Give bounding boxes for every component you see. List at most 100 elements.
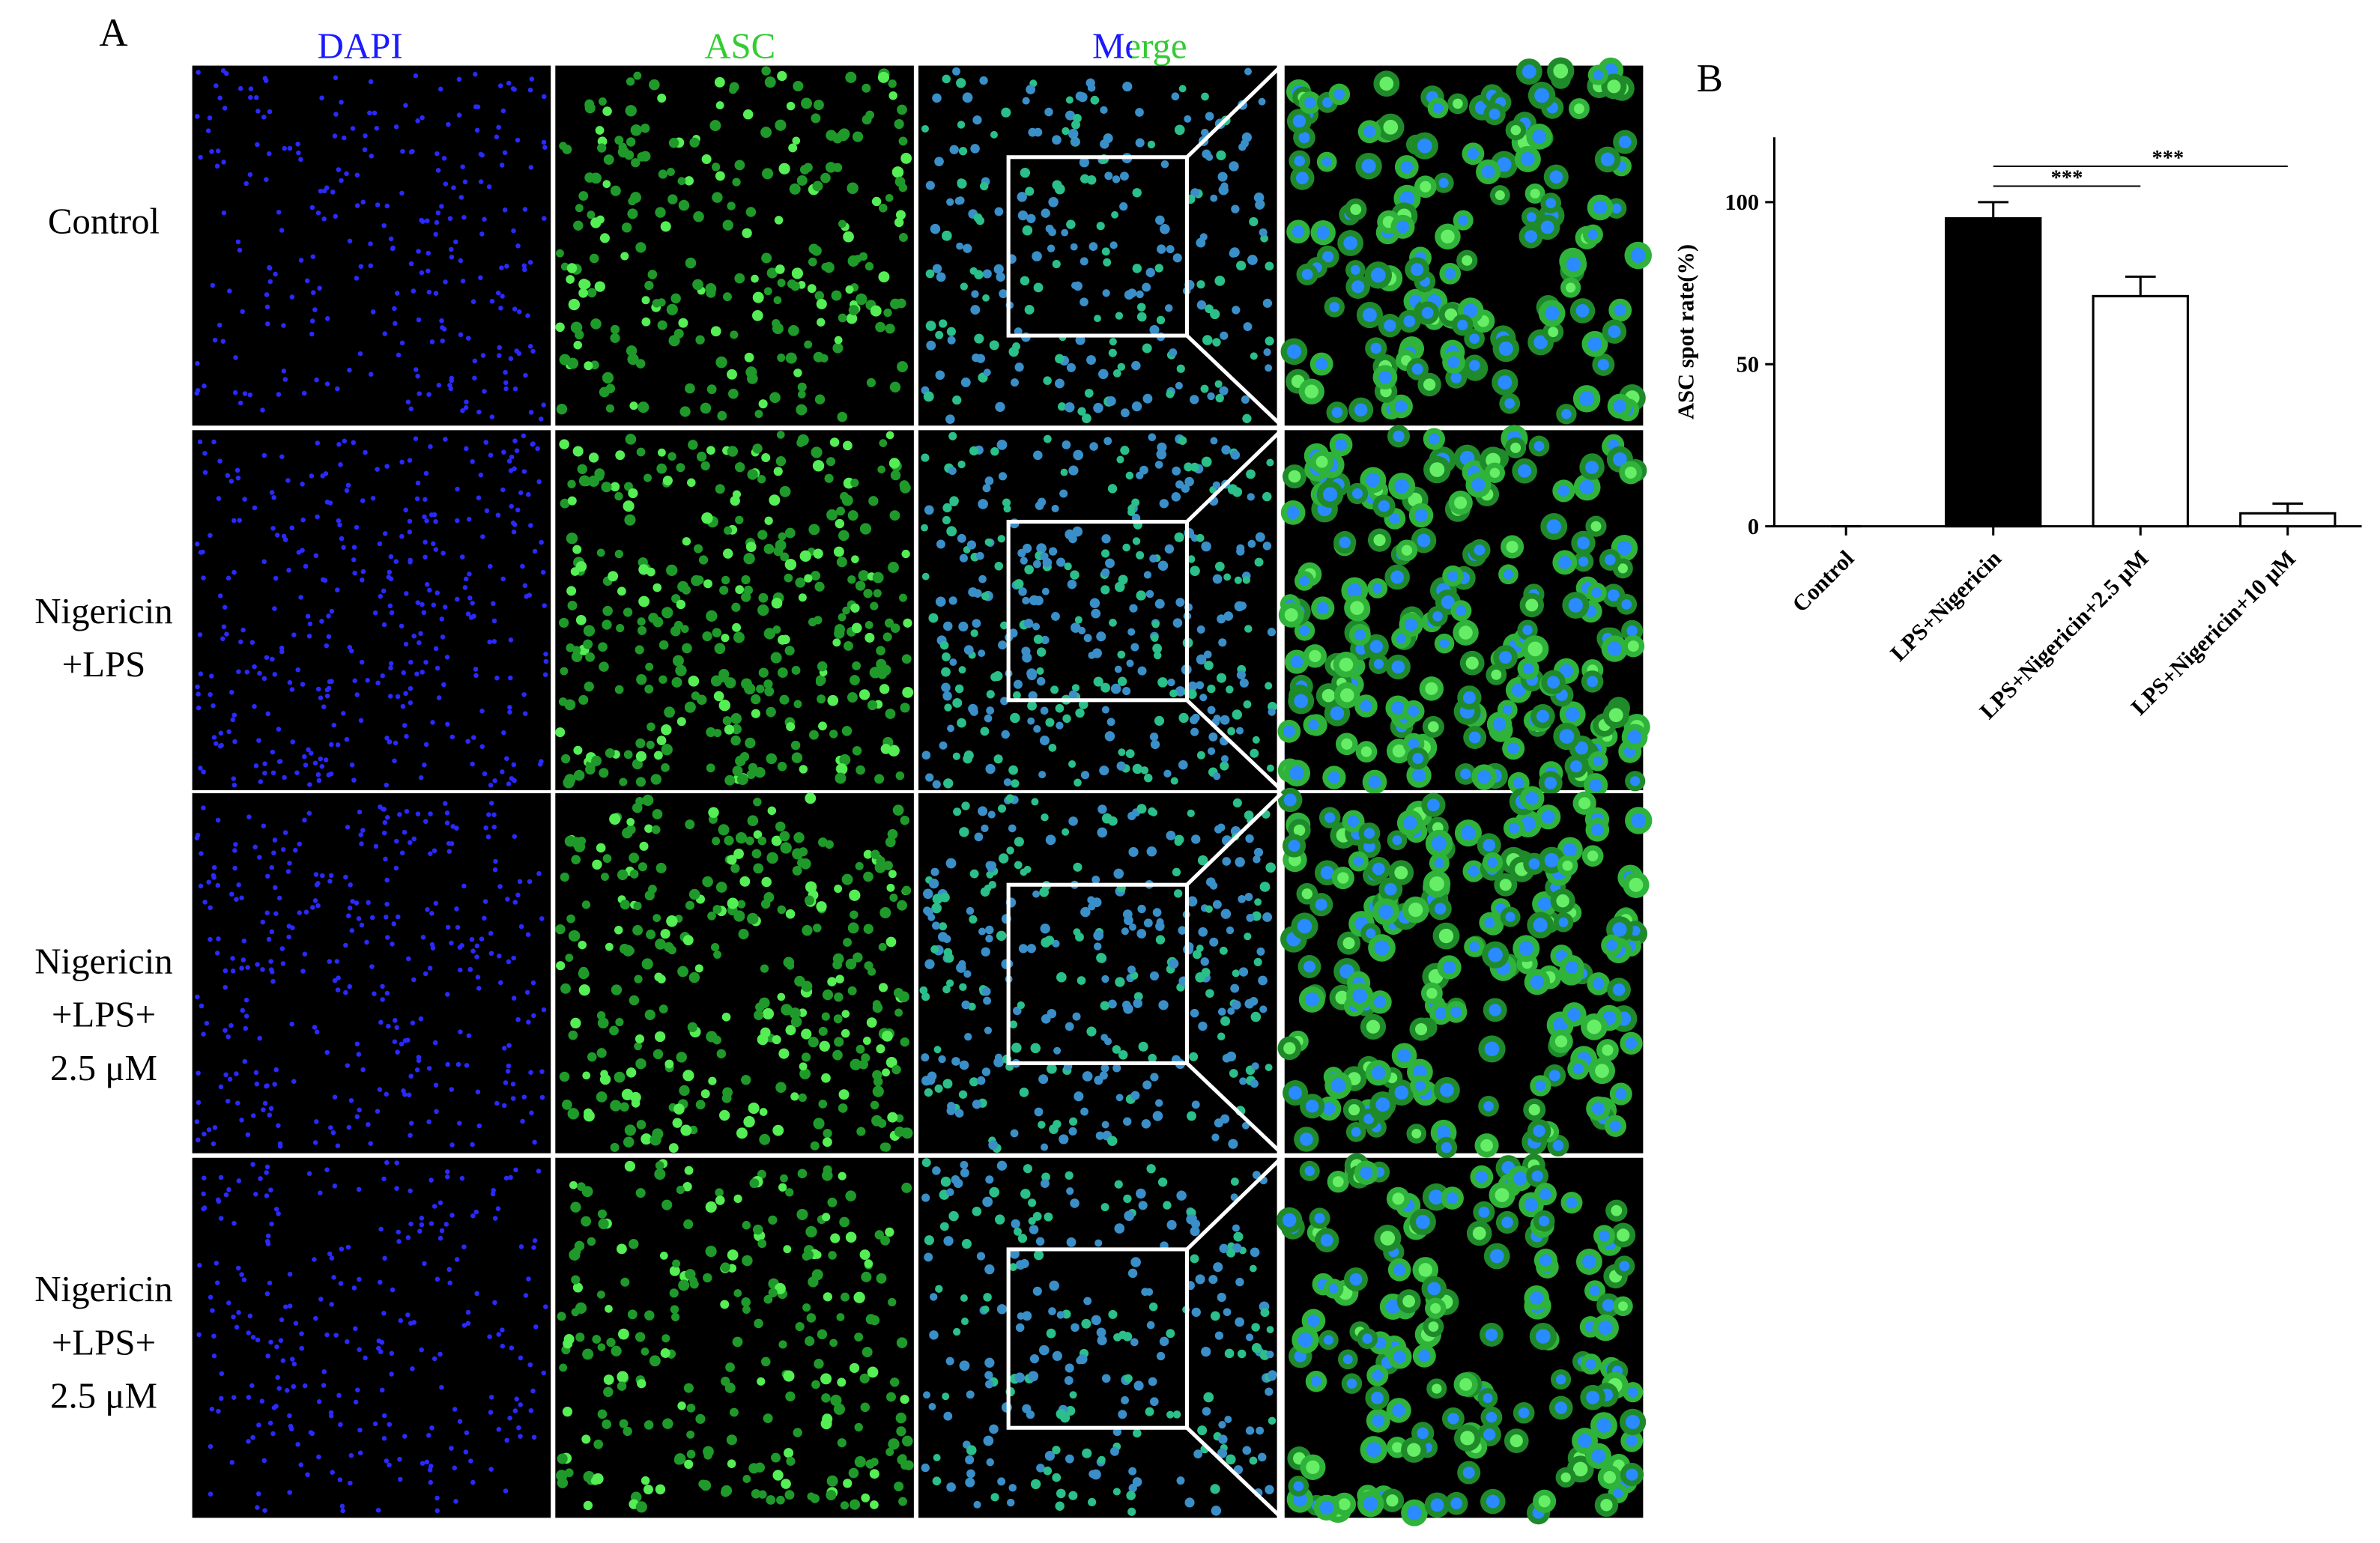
nucleus bbox=[460, 407, 465, 413]
row-label: 2.5 μM bbox=[50, 1047, 157, 1088]
nucleus bbox=[275, 1374, 280, 1380]
nucleus bbox=[1461, 825, 1476, 840]
nucleus bbox=[464, 1063, 470, 1068]
nucleus bbox=[359, 659, 365, 665]
nucleus bbox=[478, 275, 483, 281]
cell bbox=[1020, 557, 1028, 565]
nucleus bbox=[1396, 220, 1409, 234]
cell bbox=[785, 909, 796, 919]
cell bbox=[1003, 778, 1012, 786]
cell bbox=[1187, 555, 1196, 563]
zoom-line bbox=[1185, 428, 1283, 524]
nucleus bbox=[464, 399, 469, 404]
nucleus bbox=[230, 968, 236, 974]
cell bbox=[1044, 107, 1053, 117]
cell bbox=[850, 910, 859, 919]
cell bbox=[685, 900, 694, 910]
nucleus bbox=[433, 231, 438, 237]
nucleus bbox=[1400, 160, 1414, 174]
nucleus bbox=[394, 291, 400, 296]
nucleus bbox=[1471, 478, 1486, 492]
cell bbox=[896, 1337, 908, 1348]
cell bbox=[1068, 534, 1077, 544]
nucleus bbox=[214, 83, 219, 88]
nucleus bbox=[1341, 738, 1353, 750]
cell bbox=[1184, 1497, 1195, 1508]
nucleus bbox=[243, 1013, 249, 1019]
nucleus bbox=[287, 861, 292, 866]
cell bbox=[616, 1243, 627, 1255]
cell bbox=[1014, 363, 1024, 372]
nucleus bbox=[1555, 1374, 1566, 1385]
nucleus bbox=[411, 836, 417, 842]
nucleus bbox=[237, 400, 243, 406]
nucleus bbox=[1335, 438, 1347, 451]
cell bbox=[664, 942, 674, 953]
nucleus bbox=[277, 895, 282, 901]
cell bbox=[1220, 1016, 1231, 1026]
nucleus bbox=[1579, 479, 1595, 495]
nucleus bbox=[535, 446, 540, 452]
cell bbox=[854, 1422, 863, 1432]
cell bbox=[969, 446, 979, 456]
cell bbox=[571, 1275, 581, 1285]
cell bbox=[1010, 1129, 1019, 1138]
nucleus bbox=[256, 1422, 261, 1428]
cell bbox=[1036, 1464, 1045, 1473]
cell bbox=[851, 555, 859, 563]
nucleus bbox=[1608, 708, 1623, 723]
cell bbox=[584, 99, 595, 109]
nucleus bbox=[270, 656, 275, 662]
cell bbox=[1220, 182, 1229, 190]
nucleus bbox=[1392, 1442, 1403, 1453]
cell bbox=[1127, 508, 1136, 516]
nucleus bbox=[328, 1125, 333, 1130]
cell bbox=[1257, 1452, 1267, 1462]
cell bbox=[763, 544, 775, 554]
cell bbox=[998, 853, 1009, 864]
nucleus bbox=[1566, 1197, 1578, 1208]
cell bbox=[1196, 237, 1206, 248]
nucleus bbox=[468, 1458, 473, 1464]
cell bbox=[1051, 611, 1060, 621]
nucleus bbox=[316, 1398, 322, 1404]
cell bbox=[811, 1380, 820, 1389]
cell bbox=[1047, 1008, 1057, 1019]
nucleus bbox=[1611, 203, 1622, 213]
nucleus bbox=[291, 1383, 297, 1389]
cell bbox=[597, 1017, 609, 1029]
cell bbox=[836, 1313, 845, 1321]
cell bbox=[647, 567, 655, 577]
nucleus bbox=[527, 344, 533, 349]
cell bbox=[1065, 402, 1075, 413]
cell bbox=[603, 1374, 614, 1385]
nucleus bbox=[410, 1366, 415, 1371]
cell bbox=[793, 369, 802, 378]
cell bbox=[1089, 442, 1098, 451]
micrograph bbox=[1277, 786, 1653, 1159]
cell bbox=[972, 1207, 982, 1216]
cell bbox=[1234, 601, 1245, 612]
cell bbox=[632, 925, 644, 936]
nucleus bbox=[289, 1021, 294, 1027]
cell bbox=[878, 942, 887, 951]
nucleus bbox=[381, 1436, 387, 1441]
cell bbox=[581, 1216, 592, 1227]
cell bbox=[921, 1158, 931, 1168]
cell bbox=[990, 1493, 999, 1502]
nucleus bbox=[429, 1177, 434, 1183]
cell bbox=[888, 1438, 900, 1450]
nucleus bbox=[454, 1257, 460, 1262]
nucleus bbox=[264, 1170, 269, 1175]
cell bbox=[799, 550, 811, 563]
nucleus bbox=[429, 911, 434, 916]
cell bbox=[1172, 867, 1181, 876]
cell bbox=[849, 1362, 860, 1373]
nucleus bbox=[364, 939, 369, 945]
nucleus bbox=[1347, 815, 1360, 828]
cell bbox=[741, 678, 752, 690]
nucleus bbox=[462, 585, 468, 590]
cell bbox=[948, 1210, 959, 1222]
cell bbox=[768, 1288, 778, 1298]
cell bbox=[822, 1213, 831, 1222]
